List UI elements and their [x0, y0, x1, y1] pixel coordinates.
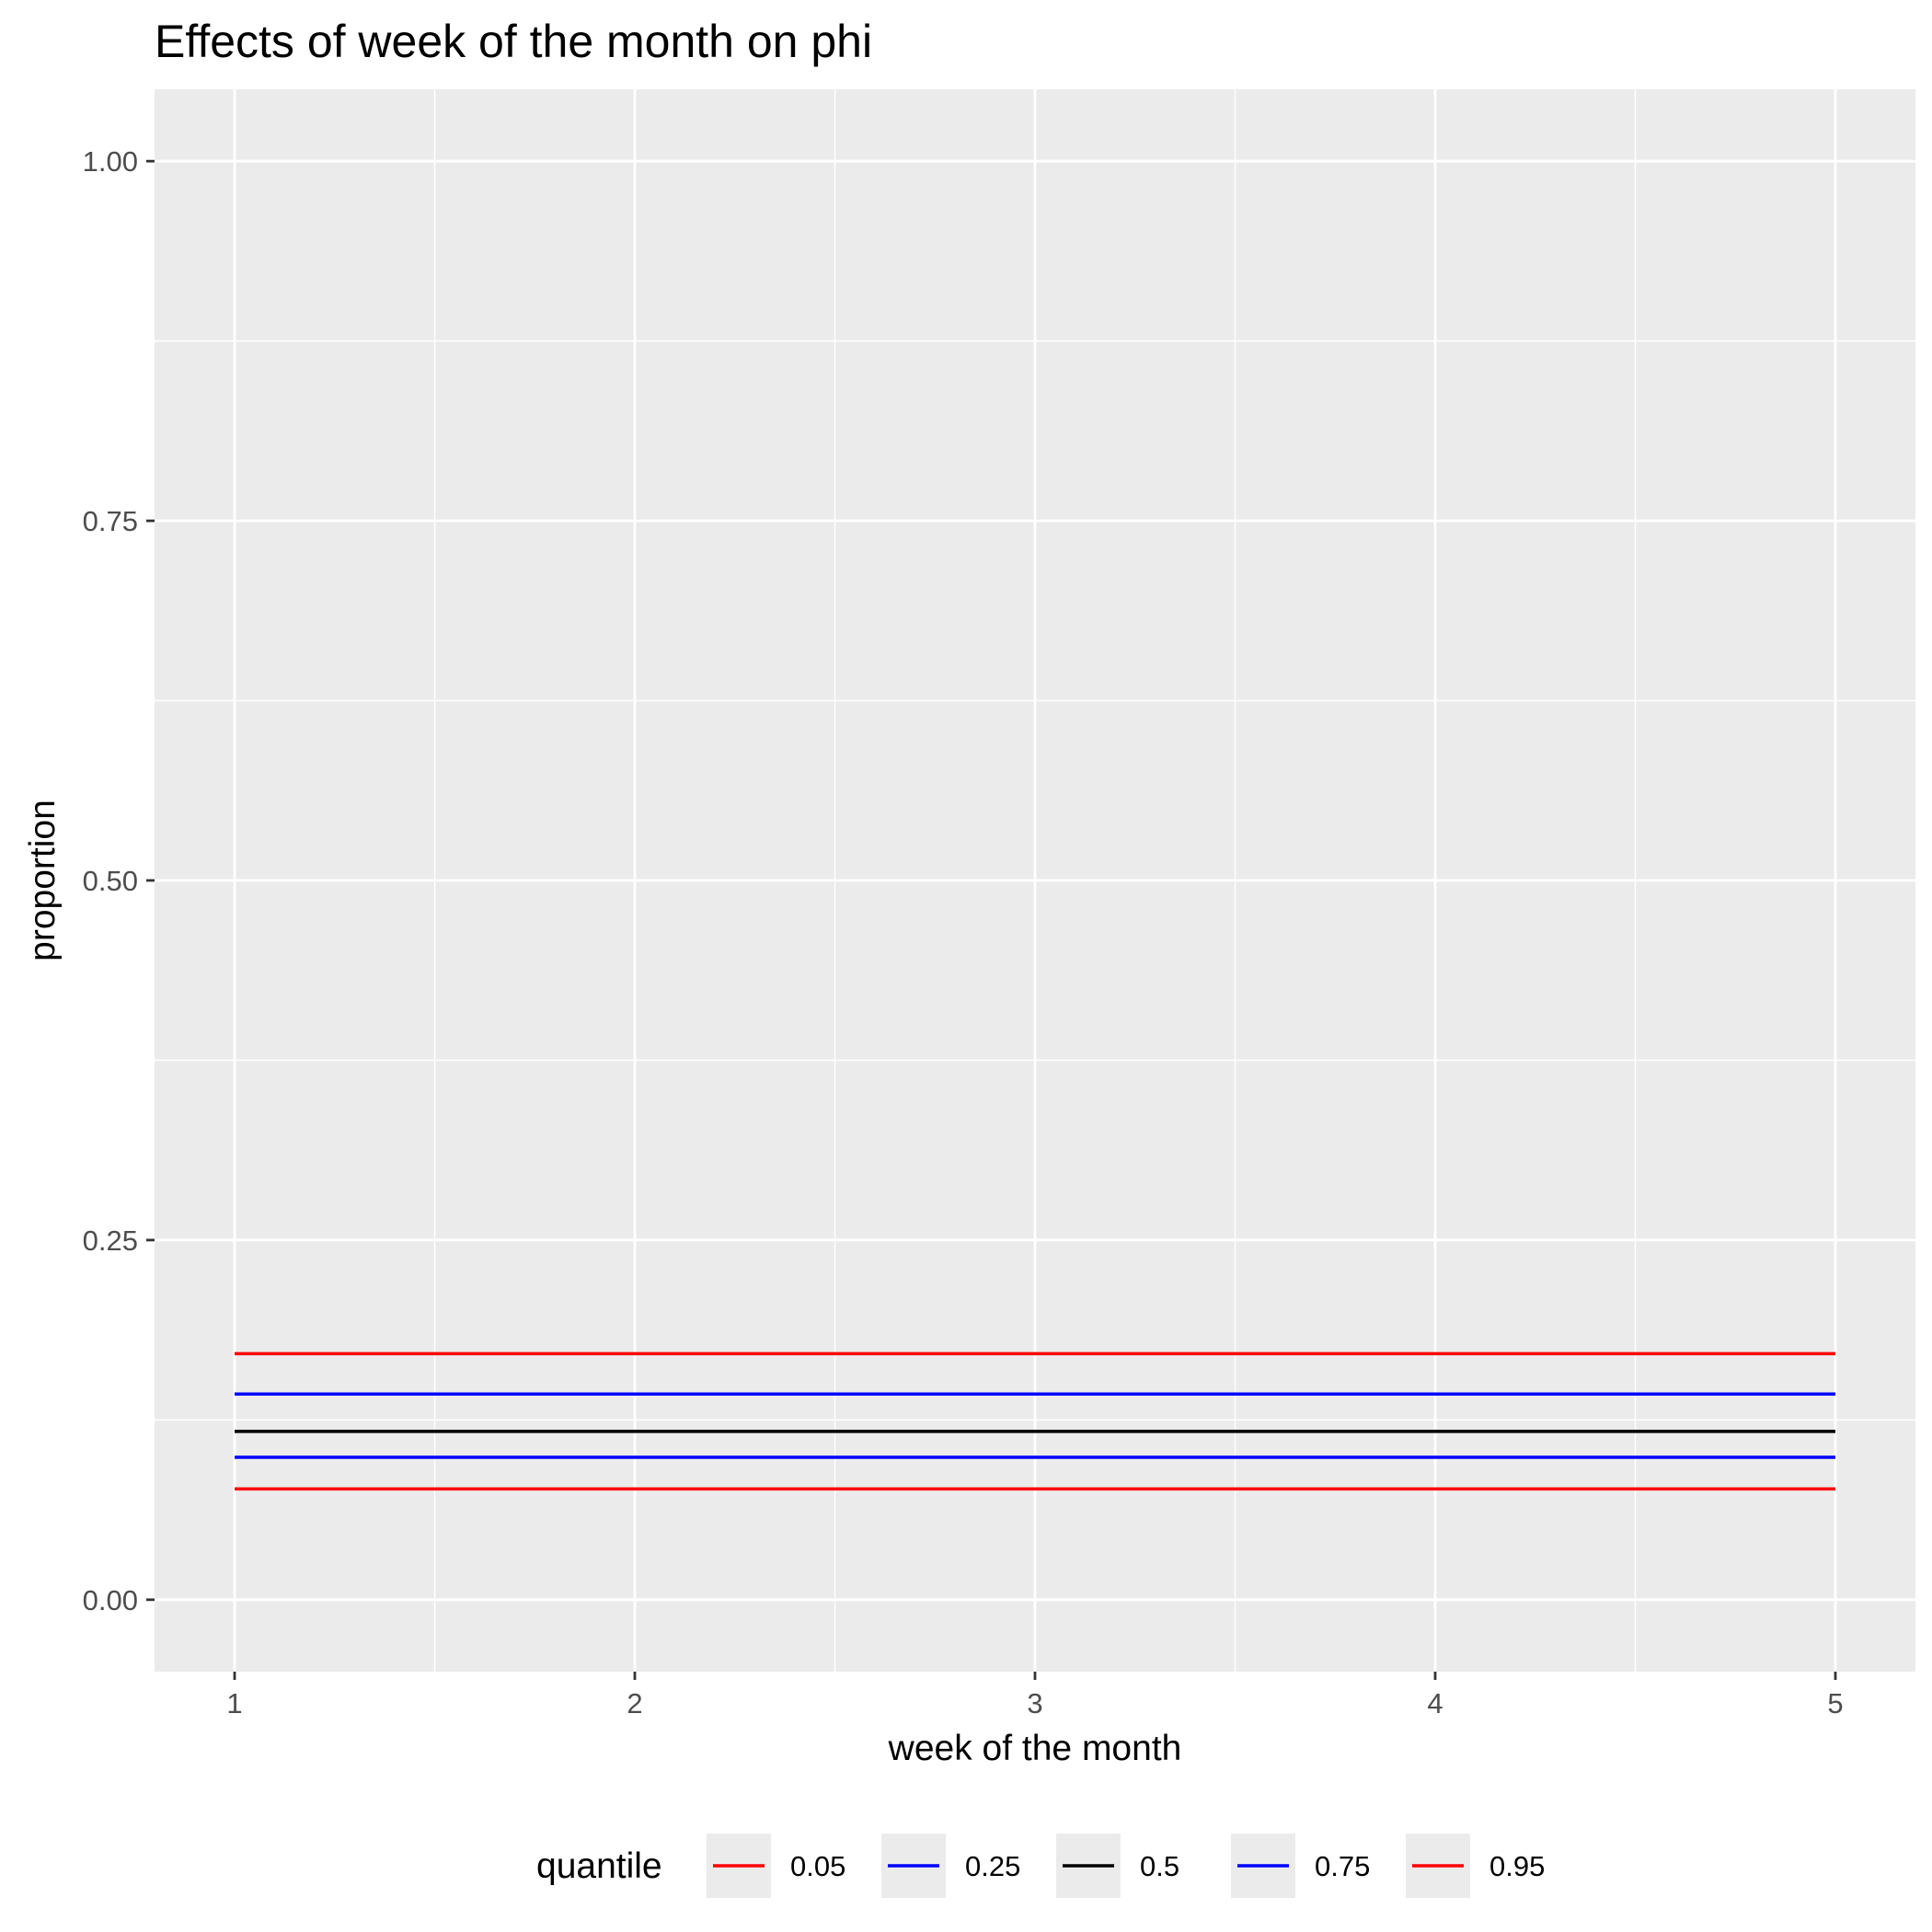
legend-label: 0.05 — [790, 1850, 845, 1882]
y-tick-label: 0.00 — [83, 1584, 138, 1616]
legend-label: 0.95 — [1489, 1850, 1545, 1882]
chart-title: Effects of week of the month on phi — [155, 16, 872, 67]
y-tick-label: 0.50 — [83, 865, 138, 897]
legend-title: quantile — [536, 1846, 662, 1886]
y-axis-title: proportion — [23, 799, 63, 961]
x-axis-title: week of the month — [888, 1729, 1182, 1768]
x-tick-label: 1 — [226, 1687, 242, 1719]
y-tick-label: 1.00 — [83, 145, 138, 178]
legend-label: 0.25 — [965, 1850, 1020, 1882]
legend-label: 0.75 — [1315, 1850, 1370, 1882]
legend: quantile 0.05 0.25 0.5 0.75 0.95 — [536, 1834, 1545, 1898]
x-tick-label: 5 — [1827, 1687, 1843, 1719]
legend-label: 0.5 — [1140, 1850, 1179, 1882]
x-tick-label: 2 — [627, 1687, 642, 1719]
x-tick-label: 3 — [1027, 1687, 1042, 1719]
legend-items: 0.05 0.25 0.5 0.75 0.95 — [707, 1834, 1545, 1898]
x-axis: 1 2 3 4 5 — [226, 1672, 1844, 1719]
y-tick-label: 0.75 — [83, 505, 138, 537]
series-lines — [235, 1351, 1835, 1491]
y-axis: 0.00 0.25 0.50 0.75 1.00 — [83, 145, 155, 1616]
y-tick-label: 0.25 — [83, 1225, 138, 1257]
major-gridlines — [155, 89, 1915, 1672]
x-tick-label: 4 — [1427, 1687, 1443, 1719]
